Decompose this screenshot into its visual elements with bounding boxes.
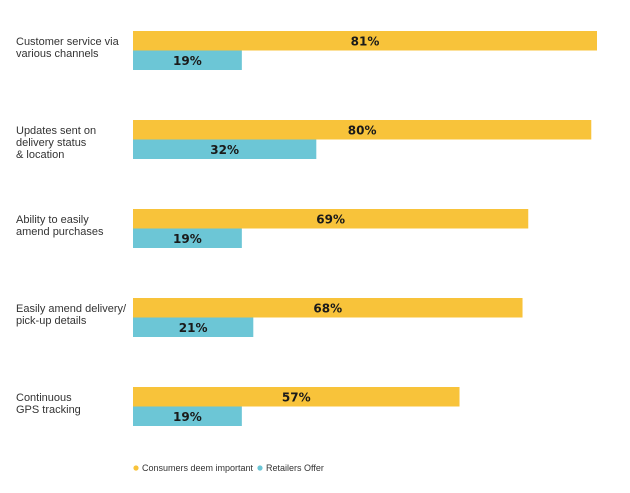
data-label: 68%: [313, 301, 342, 315]
data-label: 57%: [282, 390, 311, 404]
data-label: 19%: [173, 232, 202, 246]
bar-retailers: [133, 50, 242, 70]
legend-label: Consumers deem important: [142, 463, 254, 473]
data-label: 19%: [173, 54, 202, 68]
bar-consumers: [133, 387, 460, 407]
legend-label: Retailers Offer: [266, 463, 324, 473]
bar-consumers: [133, 31, 597, 51]
bars: 81% 19% 80% 32% 69% 19% 68% 21% 57% 19%: [133, 31, 597, 426]
category-label: Easily amend delivery/pick-up details: [16, 303, 127, 327]
data-label: 81%: [351, 34, 380, 48]
category-label: Customer service via various channels: [16, 36, 120, 60]
category-label: Ability to easily amend purchases: [16, 214, 104, 238]
bar-retailers: [133, 317, 254, 337]
bar-consumers: [133, 209, 529, 229]
bar-consumers: [133, 120, 592, 140]
category-labels: Customer service via various channels Upda…: [16, 36, 127, 416]
data-label: 32%: [210, 143, 239, 157]
bar-retailers: [133, 139, 317, 159]
data-label: 19%: [173, 410, 202, 424]
data-label: 69%: [316, 212, 345, 226]
bar-consumers: [133, 298, 523, 318]
legend-swatch: [257, 465, 263, 471]
data-label: 21%: [179, 321, 208, 335]
category-label: Updates sent on delivery status & location: [16, 125, 96, 161]
category-label: Continuous GPS tracking: [16, 392, 81, 416]
bar-retailers: [133, 406, 242, 426]
bar-retailers: [133, 228, 242, 248]
data-label: 80%: [348, 123, 377, 137]
legend-swatch: [133, 465, 139, 471]
legend: Consumers deem important Retailers Offer: [133, 463, 324, 473]
